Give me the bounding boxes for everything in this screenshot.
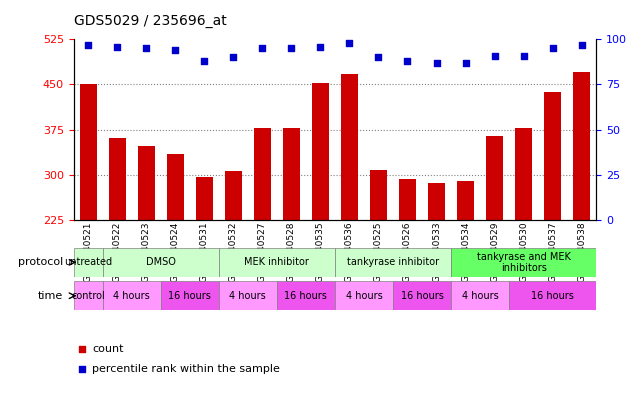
Text: 16 hours: 16 hours [285,291,328,301]
Point [460,60,470,66]
Bar [254,128,271,220]
Bar [103,248,219,277]
Point [112,43,122,50]
Bar [451,281,509,310]
Point [344,40,354,46]
Text: untreated: untreated [64,257,112,267]
Bar [312,83,329,220]
Bar [103,281,161,310]
Point [519,52,529,59]
Point [170,47,180,53]
Bar [573,72,590,220]
Text: 4 hours: 4 hours [229,291,266,301]
Bar [161,281,219,310]
Bar [335,248,451,277]
Point [199,58,210,64]
Point [287,45,297,51]
Bar [486,136,503,220]
Point [373,54,383,61]
Text: GDS5029 / 235696_at: GDS5029 / 235696_at [74,14,226,28]
Bar [74,281,103,310]
Bar [457,181,474,220]
Text: 4 hours: 4 hours [462,291,499,301]
Text: tankyrase inhibitor: tankyrase inhibitor [347,257,439,267]
Bar [219,281,277,310]
Text: 4 hours: 4 hours [113,291,150,301]
Bar [108,138,126,220]
Text: protocol: protocol [18,257,63,267]
Text: percentile rank within the sample: percentile rank within the sample [92,364,280,374]
Point [315,43,326,50]
Bar [341,73,358,220]
Text: DMSO: DMSO [146,257,176,267]
Text: 4 hours: 4 hours [345,291,382,301]
Text: count: count [92,344,124,354]
Point [431,60,442,66]
Point [401,276,412,282]
Bar [138,146,155,220]
Bar [167,154,184,220]
Bar [515,128,532,220]
Bar [79,84,97,220]
Bar [428,183,445,220]
Text: time: time [38,291,63,301]
Text: 16 hours: 16 hours [169,291,212,301]
Point [83,42,94,48]
Bar [224,171,242,220]
Bar [370,170,387,220]
Bar [393,281,451,310]
Point [403,58,413,64]
Text: MEK inhibitor: MEK inhibitor [244,257,310,267]
Bar [544,92,562,220]
Bar [196,177,213,220]
Text: tankyrase and MEK
inhibitors: tankyrase and MEK inhibitors [477,252,570,273]
Point [490,52,500,59]
Bar [509,281,596,310]
Point [141,45,151,51]
Point [257,45,267,51]
Bar [335,281,393,310]
Point [401,97,412,103]
Bar [74,248,103,277]
Bar [399,179,416,220]
Text: 16 hours: 16 hours [531,291,574,301]
Text: 16 hours: 16 hours [401,291,444,301]
Point [228,54,238,61]
Point [547,45,558,51]
Bar [219,248,335,277]
Bar [283,128,300,220]
Text: control: control [71,291,105,301]
Point [576,42,587,48]
Bar [277,281,335,310]
Bar [451,248,596,277]
